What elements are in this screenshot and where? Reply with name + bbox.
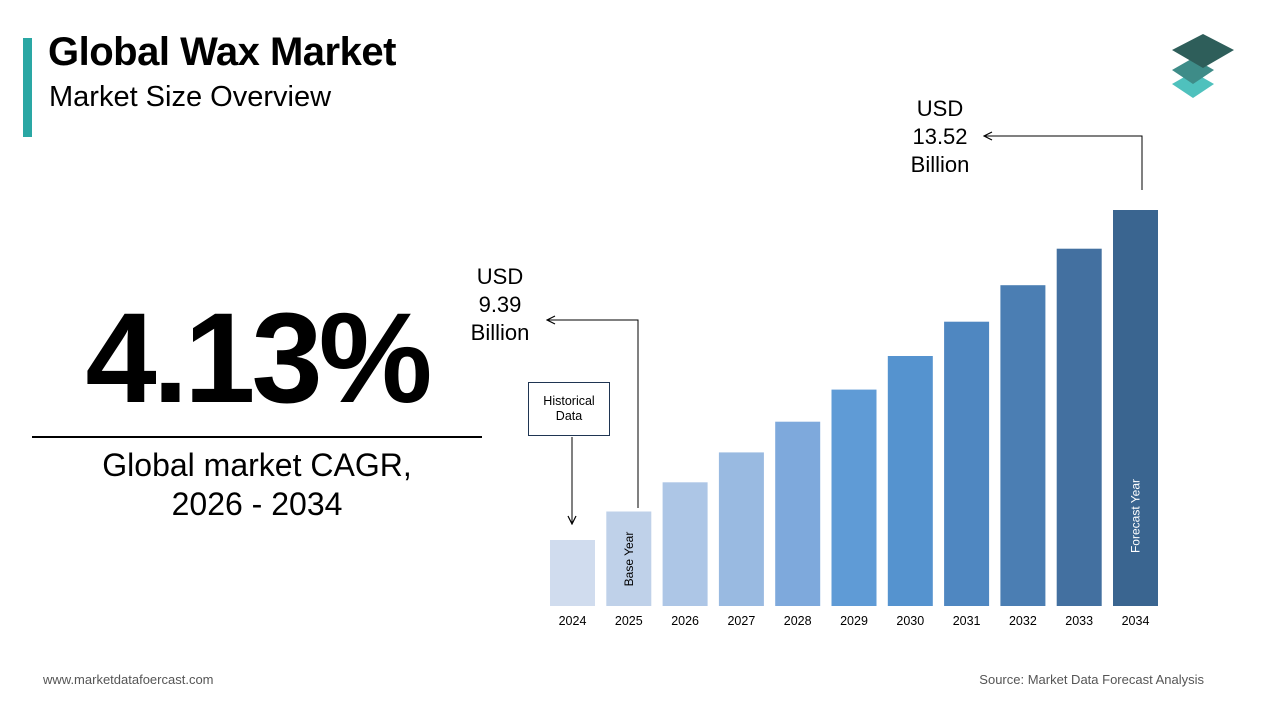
page-title: Global Wax Market (48, 30, 396, 74)
logo-layer-bottom (1172, 72, 1214, 98)
x-tick-label-2033: 2033 (1065, 614, 1093, 628)
arrow-start-callout (547, 320, 639, 508)
bar-inner-labels: Base Year Forecast Year (622, 479, 1143, 586)
cagr-divider (32, 436, 482, 438)
cagr-label-line2: 2026 - 2034 (171, 486, 343, 522)
x-tick-label-2028: 2028 (784, 614, 812, 628)
footer-source: Source: Market Data Forecast Analysis (979, 672, 1204, 687)
brand-logo-icon (1172, 34, 1234, 98)
callout-start-unit: Billion (470, 320, 530, 345)
x-tick-label-2026: 2026 (671, 614, 699, 628)
bar-2028 (775, 421, 821, 606)
bar-2029 (831, 389, 877, 606)
cagr-value: 4.13% (85, 287, 433, 430)
callout-end-value: USD 13.52 Billion (900, 95, 980, 179)
x-tick-label-2025: 2025 (615, 614, 643, 628)
x-tick-label-2027: 2027 (727, 614, 755, 628)
x-tick-label-2030: 2030 (896, 614, 924, 628)
cagr-label: Global market CAGR, 2026 - 2034 (32, 446, 482, 524)
footer-website: www.marketdatafoercast.com (43, 672, 214, 687)
callout-start-currency: USD (476, 264, 524, 289)
logo-layer-top (1172, 34, 1234, 68)
bar-2026 (662, 482, 708, 606)
historical-line1: Historical (543, 394, 595, 408)
bars-group (550, 210, 1158, 606)
page-subtitle: Market Size Overview (49, 81, 332, 113)
bar-2033 (1056, 248, 1102, 606)
bar-2030 (887, 356, 933, 606)
historical-line2: Data (555, 409, 583, 423)
title-accent-bar (23, 38, 32, 137)
callout-start-value: USD 9.39 Billion (462, 263, 538, 347)
bar-2034 (1113, 210, 1158, 606)
callout-end-unit: Billion (910, 152, 970, 177)
bar-2025 (606, 511, 652, 606)
x-tick-label-2032: 2032 (1009, 614, 1037, 628)
x-tick-label-2034: 2034 (1122, 614, 1150, 628)
x-tick-label-2029: 2029 (840, 614, 868, 628)
bar-label-2025: Base Year (622, 532, 636, 587)
callout-end-currency: USD (916, 96, 964, 121)
bar-2024 (550, 540, 595, 606)
x-tick-labels: 2024 2025 2026 2027 2028 2029 2030 2031 2032 2033… (559, 614, 1150, 628)
bar-2031 (944, 321, 990, 606)
cagr-label-line1: Global market CAGR, (102, 447, 412, 483)
x-tick-label-2024: 2024 (559, 614, 587, 628)
arrow-end-callout (984, 136, 1143, 190)
bar-2032 (1000, 285, 1046, 606)
bar-2027 (718, 452, 764, 606)
historical-data-box: Historical Data (528, 382, 610, 436)
callout-end-amount: 13.52 (912, 124, 968, 149)
bar-label-2034: Forecast Year (1129, 479, 1143, 553)
callout-start-amount: 9.39 (478, 292, 522, 317)
x-tick-label-2031: 2031 (953, 614, 981, 628)
